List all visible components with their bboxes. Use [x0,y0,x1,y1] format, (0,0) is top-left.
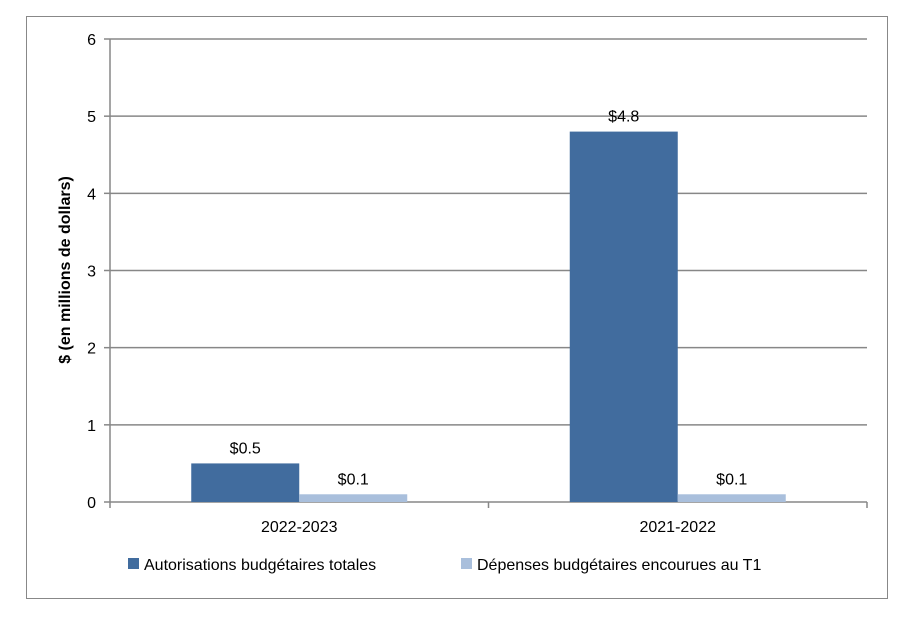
bar [299,494,408,502]
y-axis-title: $ (en millions de dollars) [57,176,74,364]
grid-lines [110,38,867,426]
legend-swatch [461,558,472,569]
bar [191,463,300,502]
y-tick-labels: 0 1 2 3 4 5 6 [87,32,96,512]
data-label: $4.8 [608,109,639,126]
y-tick-label: 3 [87,264,96,281]
bars [191,131,786,502]
y-tick-label: 5 [87,109,96,126]
legend: Autorisations budgétaires totales Dépense… [128,557,761,574]
x-tick-labels: 2022-2023 2021-2022 [261,519,716,536]
data-label: $0.1 [716,471,747,488]
y-tick-label: 0 [87,495,96,512]
data-labels: $0.5 $0.1 $4.8 $0.1 [230,109,748,489]
legend-label: Autorisations budgétaires totales [144,557,376,574]
y-tick-label: 6 [87,32,96,49]
y-tick-label: 4 [87,186,96,203]
x-tick-label: 2022-2023 [261,519,338,536]
legend-swatch [128,558,139,569]
data-label: $0.5 [230,440,261,457]
data-label: $0.1 [338,471,369,488]
bar [569,131,678,502]
bar [677,494,786,502]
y-tick-label: 1 [87,418,96,435]
y-tick-label: 2 [87,341,96,358]
axes [104,38,868,508]
legend-label: Dépenses budgétaires encourues au T1 [477,557,761,574]
x-tick-label: 2021-2022 [639,519,716,536]
